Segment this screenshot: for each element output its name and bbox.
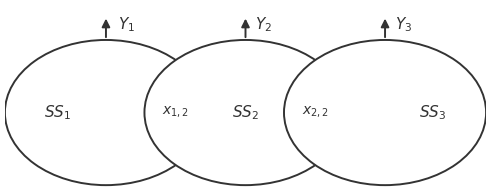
Ellipse shape xyxy=(144,40,347,185)
Text: Y$_1$: Y$_1$ xyxy=(118,15,135,34)
Text: x$_{1,2}$: x$_{1,2}$ xyxy=(162,105,189,120)
Text: SS$_1$: SS$_1$ xyxy=(44,103,72,122)
Text: Y$_3$: Y$_3$ xyxy=(395,15,412,34)
Text: SS$_3$: SS$_3$ xyxy=(419,103,447,122)
Ellipse shape xyxy=(5,40,207,185)
Ellipse shape xyxy=(284,40,486,185)
Text: Y$_2$: Y$_2$ xyxy=(255,15,273,34)
Text: x$_{2,2}$: x$_{2,2}$ xyxy=(302,105,329,120)
Text: SS$_2$: SS$_2$ xyxy=(232,103,259,122)
